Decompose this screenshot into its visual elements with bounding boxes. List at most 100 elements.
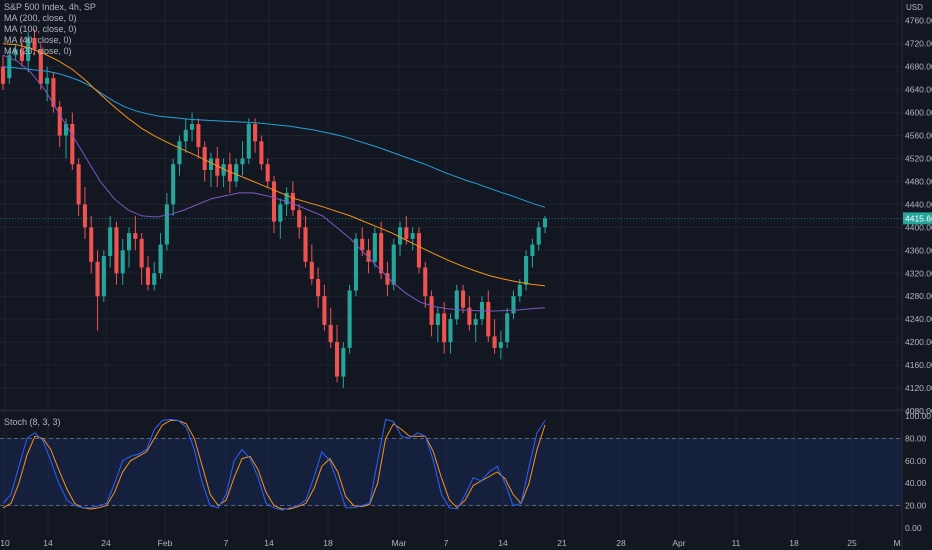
last-price-marker: 4415.66	[0, 212, 932, 225]
candle-down	[486, 301, 491, 337]
stoch-d-line	[2, 420, 546, 510]
candle-up	[26, 37, 31, 61]
candle-down	[442, 313, 447, 343]
price-tick-label: 4120.00	[905, 383, 932, 393]
candle-down	[429, 296, 434, 325]
price-tick-label: 4720.00	[905, 39, 932, 49]
candle-down	[133, 233, 138, 239]
stoch-tick-label: 20.00	[905, 501, 927, 511]
candle-down	[95, 261, 100, 297]
time-tick-label: 14	[264, 538, 274, 548]
candle-up	[435, 313, 440, 325]
price-tick-label: 4200.00	[905, 337, 932, 347]
ma20-line	[2, 54, 546, 312]
candle-down	[467, 307, 472, 325]
candle-down	[492, 336, 497, 348]
candle-up	[63, 124, 69, 136]
candle-up	[347, 290, 352, 348]
price-tick-label: 4600.00	[905, 108, 932, 118]
candle-up	[448, 319, 453, 343]
currency-label: USD	[906, 3, 923, 12]
time-tick-label: 11	[732, 538, 741, 548]
candle-down	[423, 267, 428, 297]
stoch-tick-label: 80.00	[905, 433, 927, 443]
stoch-label: Stoch (8, 3, 3)	[4, 417, 61, 427]
candle-up	[190, 124, 195, 130]
stoch-axis: 100.00 80.00 60.00 40.00 20.00 0.00	[905, 411, 931, 533]
legend-ma100[interactable]: MA (100, close, 0)	[4, 24, 77, 34]
candle-down	[145, 267, 151, 285]
price-tick-label: 4360.00	[905, 245, 932, 255]
stochastic-lines	[2, 418, 546, 511]
legend-ma20[interactable]: MA (20, close, 0)	[4, 46, 72, 56]
time-tick-label: Apr	[672, 538, 685, 548]
stoch-tick-label: 0.00	[905, 523, 922, 533]
price-axis[interactable]: 4760.00 4720.00 4680.00 4640.00 4600.00 4560.…	[905, 16, 932, 416]
candle-down	[89, 227, 94, 262]
time-tick-label: Feb	[158, 538, 173, 548]
candle-down	[38, 49, 43, 84]
time-tick-label: 18	[323, 538, 333, 548]
time-tick-label: 7	[224, 538, 229, 548]
price-tick-label: 4760.00	[905, 16, 932, 26]
price-tick-label: 4400.00	[905, 222, 932, 232]
candle-down	[385, 273, 390, 285]
candle-down	[259, 141, 264, 165]
candle-down	[0, 66, 6, 84]
candle-down	[271, 181, 277, 222]
candle-down	[70, 124, 75, 165]
candle-up	[108, 227, 113, 257]
candle-down	[19, 49, 24, 61]
candle-up	[511, 296, 516, 314]
candle-up	[505, 313, 510, 343]
candle-down	[265, 164, 270, 182]
time-tick-label: 28	[616, 538, 626, 548]
candle-up	[278, 204, 283, 222]
candle-down	[303, 227, 308, 262]
candles-group	[0, 29, 548, 389]
price-tick-label: 4240.00	[905, 314, 932, 324]
candle-up	[536, 227, 541, 245]
candle-up	[542, 218, 548, 228]
candle-up	[120, 250, 125, 274]
candle-up	[498, 342, 503, 348]
ma40-line	[2, 43, 546, 287]
candle-up	[473, 319, 478, 325]
candle-up	[7, 55, 12, 79]
candle-down	[32, 37, 37, 50]
candle-up	[372, 233, 377, 262]
candle-up	[240, 158, 245, 165]
candle-down	[114, 227, 119, 274]
candle-down	[297, 210, 302, 228]
price-tick-label: 4640.00	[905, 85, 932, 95]
candle-up	[177, 141, 182, 165]
candle-down	[360, 238, 365, 251]
candle-up	[45, 78, 50, 84]
candle-up	[164, 204, 169, 245]
candle-up	[391, 244, 396, 285]
price-tick-label: 4280.00	[905, 291, 932, 301]
time-tick-label: 14	[43, 538, 53, 548]
time-axis[interactable]: 10 14 24 Feb 7 14 18 Mar 7 14 21 28 Apr 11 18 25 M	[0, 538, 900, 548]
candle-up	[530, 244, 535, 257]
candle-down	[76, 164, 81, 205]
candle-up	[126, 233, 132, 251]
moving-averages	[2, 43, 546, 312]
candle-down	[82, 204, 87, 228]
candle-down	[253, 124, 258, 142]
symbol-title[interactable]: S&P 500 Index, 4h, SP	[4, 2, 96, 12]
legend-ma40[interactable]: MA (40, close, 0)	[4, 35, 72, 45]
stoch-legend[interactable]: Stoch (8, 3, 3)	[4, 417, 61, 428]
candle-down	[309, 261, 314, 279]
candle-down	[290, 192, 295, 211]
candle-up	[524, 256, 529, 285]
price-tick-label: 4160.00	[905, 360, 932, 370]
candle-down	[334, 342, 340, 377]
candle-down	[322, 296, 327, 325]
price-tick-label: 4520.00	[905, 153, 932, 163]
candle-down	[139, 238, 144, 268]
candle-down	[416, 233, 422, 268]
candle-up	[171, 164, 176, 205]
legend-ma200[interactable]: MA (200, close, 0)	[4, 13, 77, 23]
